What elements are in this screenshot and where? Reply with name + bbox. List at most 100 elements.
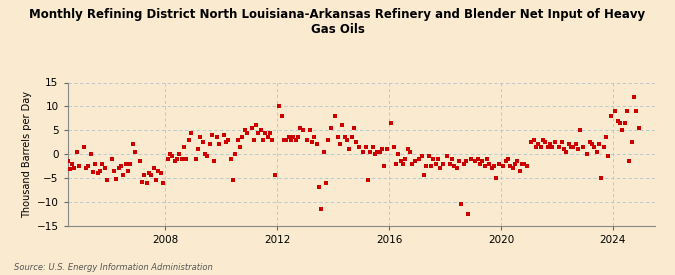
Point	[190, 156, 201, 161]
Point	[155, 171, 166, 175]
Point	[591, 149, 602, 154]
Point	[561, 149, 572, 154]
Point	[388, 145, 399, 149]
Point	[449, 164, 460, 168]
Point	[375, 149, 385, 154]
Point	[195, 135, 206, 139]
Point	[312, 142, 323, 147]
Point	[458, 161, 469, 166]
Point	[151, 178, 161, 182]
Point	[452, 166, 462, 170]
Point	[491, 176, 502, 180]
Point	[545, 142, 556, 147]
Point	[290, 138, 301, 142]
Point	[223, 138, 234, 142]
Point	[442, 154, 453, 159]
Point	[279, 138, 290, 142]
Point	[535, 145, 546, 149]
Point	[209, 159, 220, 163]
Point	[148, 166, 159, 170]
Point	[360, 145, 371, 149]
Point	[258, 138, 269, 142]
Point	[377, 147, 387, 152]
Point	[88, 170, 99, 174]
Point	[118, 173, 129, 178]
Point	[281, 138, 292, 142]
Point	[489, 164, 500, 168]
Point	[418, 173, 429, 178]
Point	[260, 130, 271, 135]
Point	[314, 185, 325, 189]
Point	[526, 140, 537, 144]
Point	[386, 121, 397, 125]
Point	[337, 123, 348, 128]
Point	[563, 142, 574, 147]
Point	[340, 135, 350, 139]
Point	[99, 166, 110, 170]
Point	[354, 145, 364, 149]
Point	[269, 173, 280, 178]
Point	[146, 173, 157, 178]
Point	[144, 171, 155, 175]
Point	[109, 169, 119, 173]
Point	[505, 164, 516, 168]
Point	[207, 133, 217, 137]
Point	[521, 164, 532, 168]
Point	[306, 140, 317, 144]
Point	[619, 121, 630, 125]
Point	[293, 135, 304, 139]
Point	[601, 135, 612, 139]
Point	[398, 161, 408, 166]
Point	[55, 161, 66, 166]
Point	[630, 109, 641, 113]
Point	[372, 149, 383, 154]
Point	[251, 123, 262, 128]
Text: Source: U.S. Energy Information Administration: Source: U.S. Energy Information Administ…	[14, 263, 212, 272]
Text: Monthly Refining District North Louisiana-Arkansas Refinery and Blender Net Inpu: Monthly Refining District North Louisian…	[30, 8, 645, 36]
Point	[214, 142, 225, 147]
Point	[584, 140, 595, 144]
Point	[463, 211, 474, 216]
Point	[407, 161, 418, 166]
Point	[540, 140, 551, 144]
Point	[514, 169, 525, 173]
Point	[531, 145, 541, 149]
Point	[603, 154, 614, 159]
Point	[97, 161, 108, 166]
Point	[593, 142, 604, 147]
Point	[410, 159, 421, 163]
Point	[633, 126, 644, 130]
Point	[128, 142, 138, 147]
Point	[321, 180, 331, 185]
Point	[248, 138, 259, 142]
Point	[239, 128, 250, 132]
Point	[181, 156, 192, 161]
Point	[574, 128, 585, 132]
Point	[323, 138, 334, 142]
Point	[537, 138, 548, 142]
Point	[92, 171, 103, 175]
Point	[358, 149, 369, 154]
Point	[113, 166, 124, 170]
Point	[486, 166, 497, 170]
Point	[295, 126, 306, 130]
Point	[572, 147, 583, 152]
Point	[512, 159, 522, 163]
Point	[529, 138, 539, 142]
Point	[158, 180, 169, 185]
Point	[186, 130, 196, 135]
Point	[197, 140, 208, 144]
Point	[400, 156, 410, 161]
Point	[533, 142, 543, 147]
Point	[437, 161, 448, 166]
Point	[617, 128, 628, 132]
Point	[396, 159, 406, 163]
Point	[612, 119, 623, 123]
Point	[225, 156, 236, 161]
Point	[309, 135, 320, 139]
Point	[125, 161, 136, 166]
Point	[60, 165, 71, 170]
Point	[183, 138, 194, 142]
Point	[516, 161, 527, 166]
Point	[171, 156, 182, 161]
